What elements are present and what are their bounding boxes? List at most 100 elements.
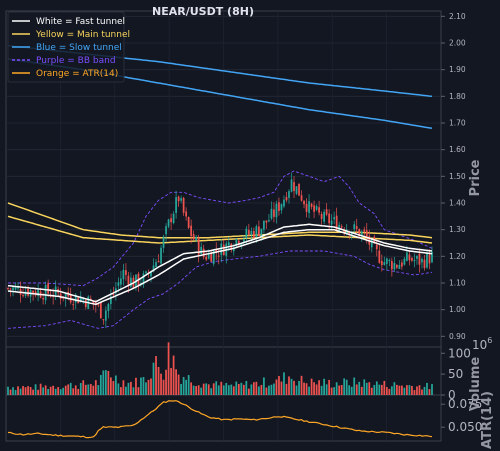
volume-bar	[97, 385, 100, 395]
candle-body	[298, 183, 300, 196]
candle	[120, 270, 122, 289]
volume-bar	[403, 387, 406, 395]
legend-label: Blue = Slow tunnel	[36, 43, 122, 53]
volume-bar	[275, 379, 278, 395]
candle-body	[358, 228, 361, 237]
volume-bar	[378, 384, 381, 395]
volume-bars	[7, 342, 433, 395]
volume-bar	[240, 382, 243, 395]
candle-body	[145, 271, 147, 274]
bb-band	[7, 170, 433, 329]
candle	[9, 287, 12, 297]
candle-body	[32, 290, 34, 294]
volume-bar	[185, 379, 188, 395]
candle-body	[273, 209, 275, 217]
volume-bar	[182, 377, 185, 395]
volume-bar	[255, 381, 258, 395]
candle-body	[260, 228, 263, 238]
candle-body	[250, 231, 253, 235]
candle-body	[278, 202, 280, 211]
candle	[157, 254, 160, 263]
volume-bar	[187, 375, 190, 395]
candle-body	[152, 265, 155, 272]
volume-bar	[353, 377, 356, 395]
atr-axis-ticks: 0.075 0.050	[441, 397, 482, 434]
candle	[125, 263, 127, 281]
volume-bar	[303, 382, 305, 395]
candle-body	[172, 213, 175, 223]
legend-item: Yellow = Main tunnel	[12, 30, 130, 40]
candle	[393, 256, 396, 273]
volume-bar	[350, 386, 353, 395]
candle-body	[313, 205, 315, 212]
candlesticks	[7, 172, 433, 328]
candle-body	[200, 246, 203, 255]
legend-box	[7, 11, 125, 83]
volume-bar	[225, 382, 228, 395]
volume-bar	[127, 382, 130, 395]
candle	[12, 285, 14, 297]
volume-bar	[210, 388, 213, 395]
volume-bar	[202, 383, 205, 395]
volume-bar	[315, 384, 318, 395]
price-tick-label: 1.20	[449, 252, 466, 261]
candle	[413, 253, 416, 268]
volume-bar	[59, 389, 62, 395]
volume-bar	[17, 386, 19, 395]
volume-bar	[150, 378, 152, 395]
volume-bar	[313, 382, 315, 395]
candle	[363, 226, 366, 237]
volume-bar	[358, 381, 361, 395]
candle-body	[42, 298, 44, 300]
volume-bar	[140, 377, 142, 395]
candle-body	[288, 191, 290, 198]
volume-bar	[323, 378, 325, 395]
atr-tick-label: 0.075	[448, 397, 482, 411]
candle-body	[122, 269, 125, 280]
volume-bar	[180, 383, 182, 395]
candle-body	[383, 262, 386, 265]
candle-body	[155, 262, 157, 268]
candle	[401, 259, 403, 270]
volume-bar	[235, 381, 238, 395]
candle-body	[370, 239, 373, 248]
candle-body	[107, 303, 110, 312]
candle	[293, 176, 295, 199]
volume-bar	[7, 386, 9, 395]
volume-bar	[258, 386, 260, 395]
volume-bar	[54, 388, 57, 395]
fast-tunnel-lower	[7, 228, 433, 306]
price-tick-label: 1.60	[449, 145, 466, 154]
volume-bar	[268, 385, 270, 395]
candle	[375, 239, 378, 257]
volume-bar	[24, 387, 27, 395]
candle	[107, 302, 110, 319]
price-tick-label: 1.70	[449, 119, 466, 128]
volume-bar	[212, 383, 215, 395]
candle-body	[207, 253, 210, 259]
candle	[358, 228, 361, 238]
candle	[285, 192, 288, 203]
candle	[330, 214, 333, 231]
price-tick-label: 1.80	[449, 92, 466, 101]
volume-bar	[273, 383, 275, 395]
volume-bar	[383, 380, 386, 395]
candle	[37, 283, 39, 302]
candle	[177, 195, 180, 207]
volume-bar	[177, 374, 180, 395]
candle-body	[157, 260, 160, 263]
candle-body	[295, 186, 298, 194]
candle-body	[115, 288, 117, 294]
candle	[268, 214, 270, 223]
candle-body	[283, 199, 285, 207]
volume-bar	[165, 369, 167, 395]
candle-body	[142, 273, 145, 285]
volume-bar	[401, 385, 403, 395]
candle-body	[340, 226, 343, 228]
volume-bar	[130, 381, 132, 395]
volume-bar	[62, 387, 65, 395]
volume-bar	[416, 386, 418, 395]
volume-bar	[160, 373, 162, 395]
volume-bar	[368, 382, 371, 395]
candle	[84, 298, 87, 310]
